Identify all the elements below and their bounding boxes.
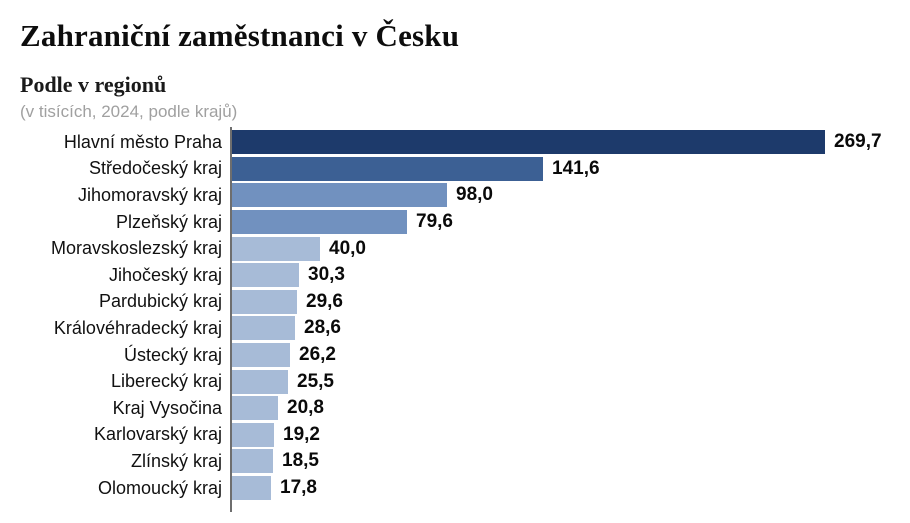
chart-caption: (v tisících, 2024, podle krajů)	[20, 102, 238, 121]
y-axis-line	[230, 127, 232, 512]
chart-row: Pardubický kraj 29,6	[0, 289, 910, 316]
bar	[232, 263, 299, 288]
bar	[232, 369, 288, 394]
region-label: Karlovarský kraj	[93, 424, 222, 445]
bar-track: 25,5	[222, 368, 910, 395]
bar	[232, 156, 543, 181]
region-label: Ústecký kraj	[123, 344, 222, 365]
bar-chart: Hlavní město Praha 269,7 Středočeský kra…	[0, 127, 910, 512]
region-label: Moravskoslezský kraj	[50, 238, 222, 259]
region-label: Královéhradecký kraj	[53, 317, 222, 338]
bar	[232, 183, 447, 208]
bar-track: 98,0	[222, 182, 910, 209]
bar-track: 269,7	[222, 129, 910, 156]
region-label: Liberecký kraj	[110, 371, 222, 392]
bar	[232, 343, 290, 368]
bar-value: 20,8	[287, 397, 324, 419]
chart-row: Ústecký kraj 26,2	[0, 342, 910, 369]
chart-title: Zahraniční zaměstnanci v Česku	[20, 18, 460, 53]
chart-row: Liberecký kraj 25,5	[0, 368, 910, 395]
bar-value: 17,8	[280, 477, 317, 499]
bar	[232, 289, 297, 314]
bar	[232, 422, 274, 447]
bar-value: 40,0	[329, 237, 366, 259]
bar-value: 26,2	[299, 344, 336, 366]
bar	[232, 130, 825, 155]
region-label: Olomoucký kraj	[97, 477, 222, 498]
bar	[232, 236, 320, 261]
bar-value: 79,6	[416, 211, 453, 233]
chart-row: Kraj Vysočina 20,8	[0, 395, 910, 422]
bar-track: 79,6	[222, 209, 910, 236]
chart-row: Jihočeský kraj 30,3	[0, 262, 910, 289]
region-label: Kraj Vysočina	[112, 397, 222, 418]
bar-track: 40,0	[222, 235, 910, 262]
bar	[232, 210, 407, 235]
chart-row: Královéhradecký kraj 28,6	[0, 315, 910, 342]
chart-row: Hlavní město Praha 269,7	[0, 129, 910, 156]
region-label: Středočeský kraj	[88, 158, 222, 179]
region-label: Jihočeský kraj	[108, 264, 222, 285]
bar-track: 20,8	[222, 395, 910, 422]
bar-track: 28,6	[222, 315, 910, 342]
bar	[232, 476, 271, 501]
bar-track: 26,2	[222, 342, 910, 369]
bar-track: 141,6	[222, 156, 910, 183]
chart-row: Moravskoslezský kraj 40,0	[0, 235, 910, 262]
bar	[232, 449, 273, 474]
bar-value: 29,6	[306, 290, 343, 312]
chart-row: Karlovarský kraj 19,2	[0, 422, 910, 449]
bar-track: 17,8	[222, 475, 910, 502]
bar	[232, 396, 278, 421]
bar-chart-rows: Hlavní město Praha 269,7 Středočeský kra…	[0, 129, 910, 501]
chart-row: Plzeňský kraj 79,6	[0, 209, 910, 236]
bar-track: 30,3	[222, 262, 910, 289]
chart-row: Zlínský kraj 18,5	[0, 448, 910, 475]
bar-value: 28,6	[304, 317, 341, 339]
region-label: Hlavní město Praha	[63, 131, 222, 152]
bar-value: 30,3	[308, 264, 345, 286]
chart-subtitle: Podle v regionů	[20, 72, 167, 97]
bar-value: 25,5	[297, 370, 334, 392]
bar	[232, 316, 295, 341]
bar-track: 18,5	[222, 448, 910, 475]
bar-value: 18,5	[282, 450, 319, 472]
bar-track: 19,2	[222, 422, 910, 449]
chart-row: Středočeský kraj 141,6	[0, 156, 910, 183]
chart-row: Jihomoravský kraj 98,0	[0, 182, 910, 209]
bar-value: 98,0	[456, 184, 493, 206]
region-label: Zlínský kraj	[130, 450, 222, 471]
bar-value: 19,2	[283, 423, 320, 445]
chart-row: Olomoucký kraj 17,8	[0, 475, 910, 502]
bar-track: 29,6	[222, 289, 910, 316]
region-label: Pardubický kraj	[98, 291, 222, 312]
region-label: Plzeňský kraj	[115, 211, 222, 232]
region-label: Jihomoravský kraj	[77, 184, 222, 205]
bar-value: 269,7	[834, 131, 882, 153]
bar-value: 141,6	[552, 157, 600, 179]
